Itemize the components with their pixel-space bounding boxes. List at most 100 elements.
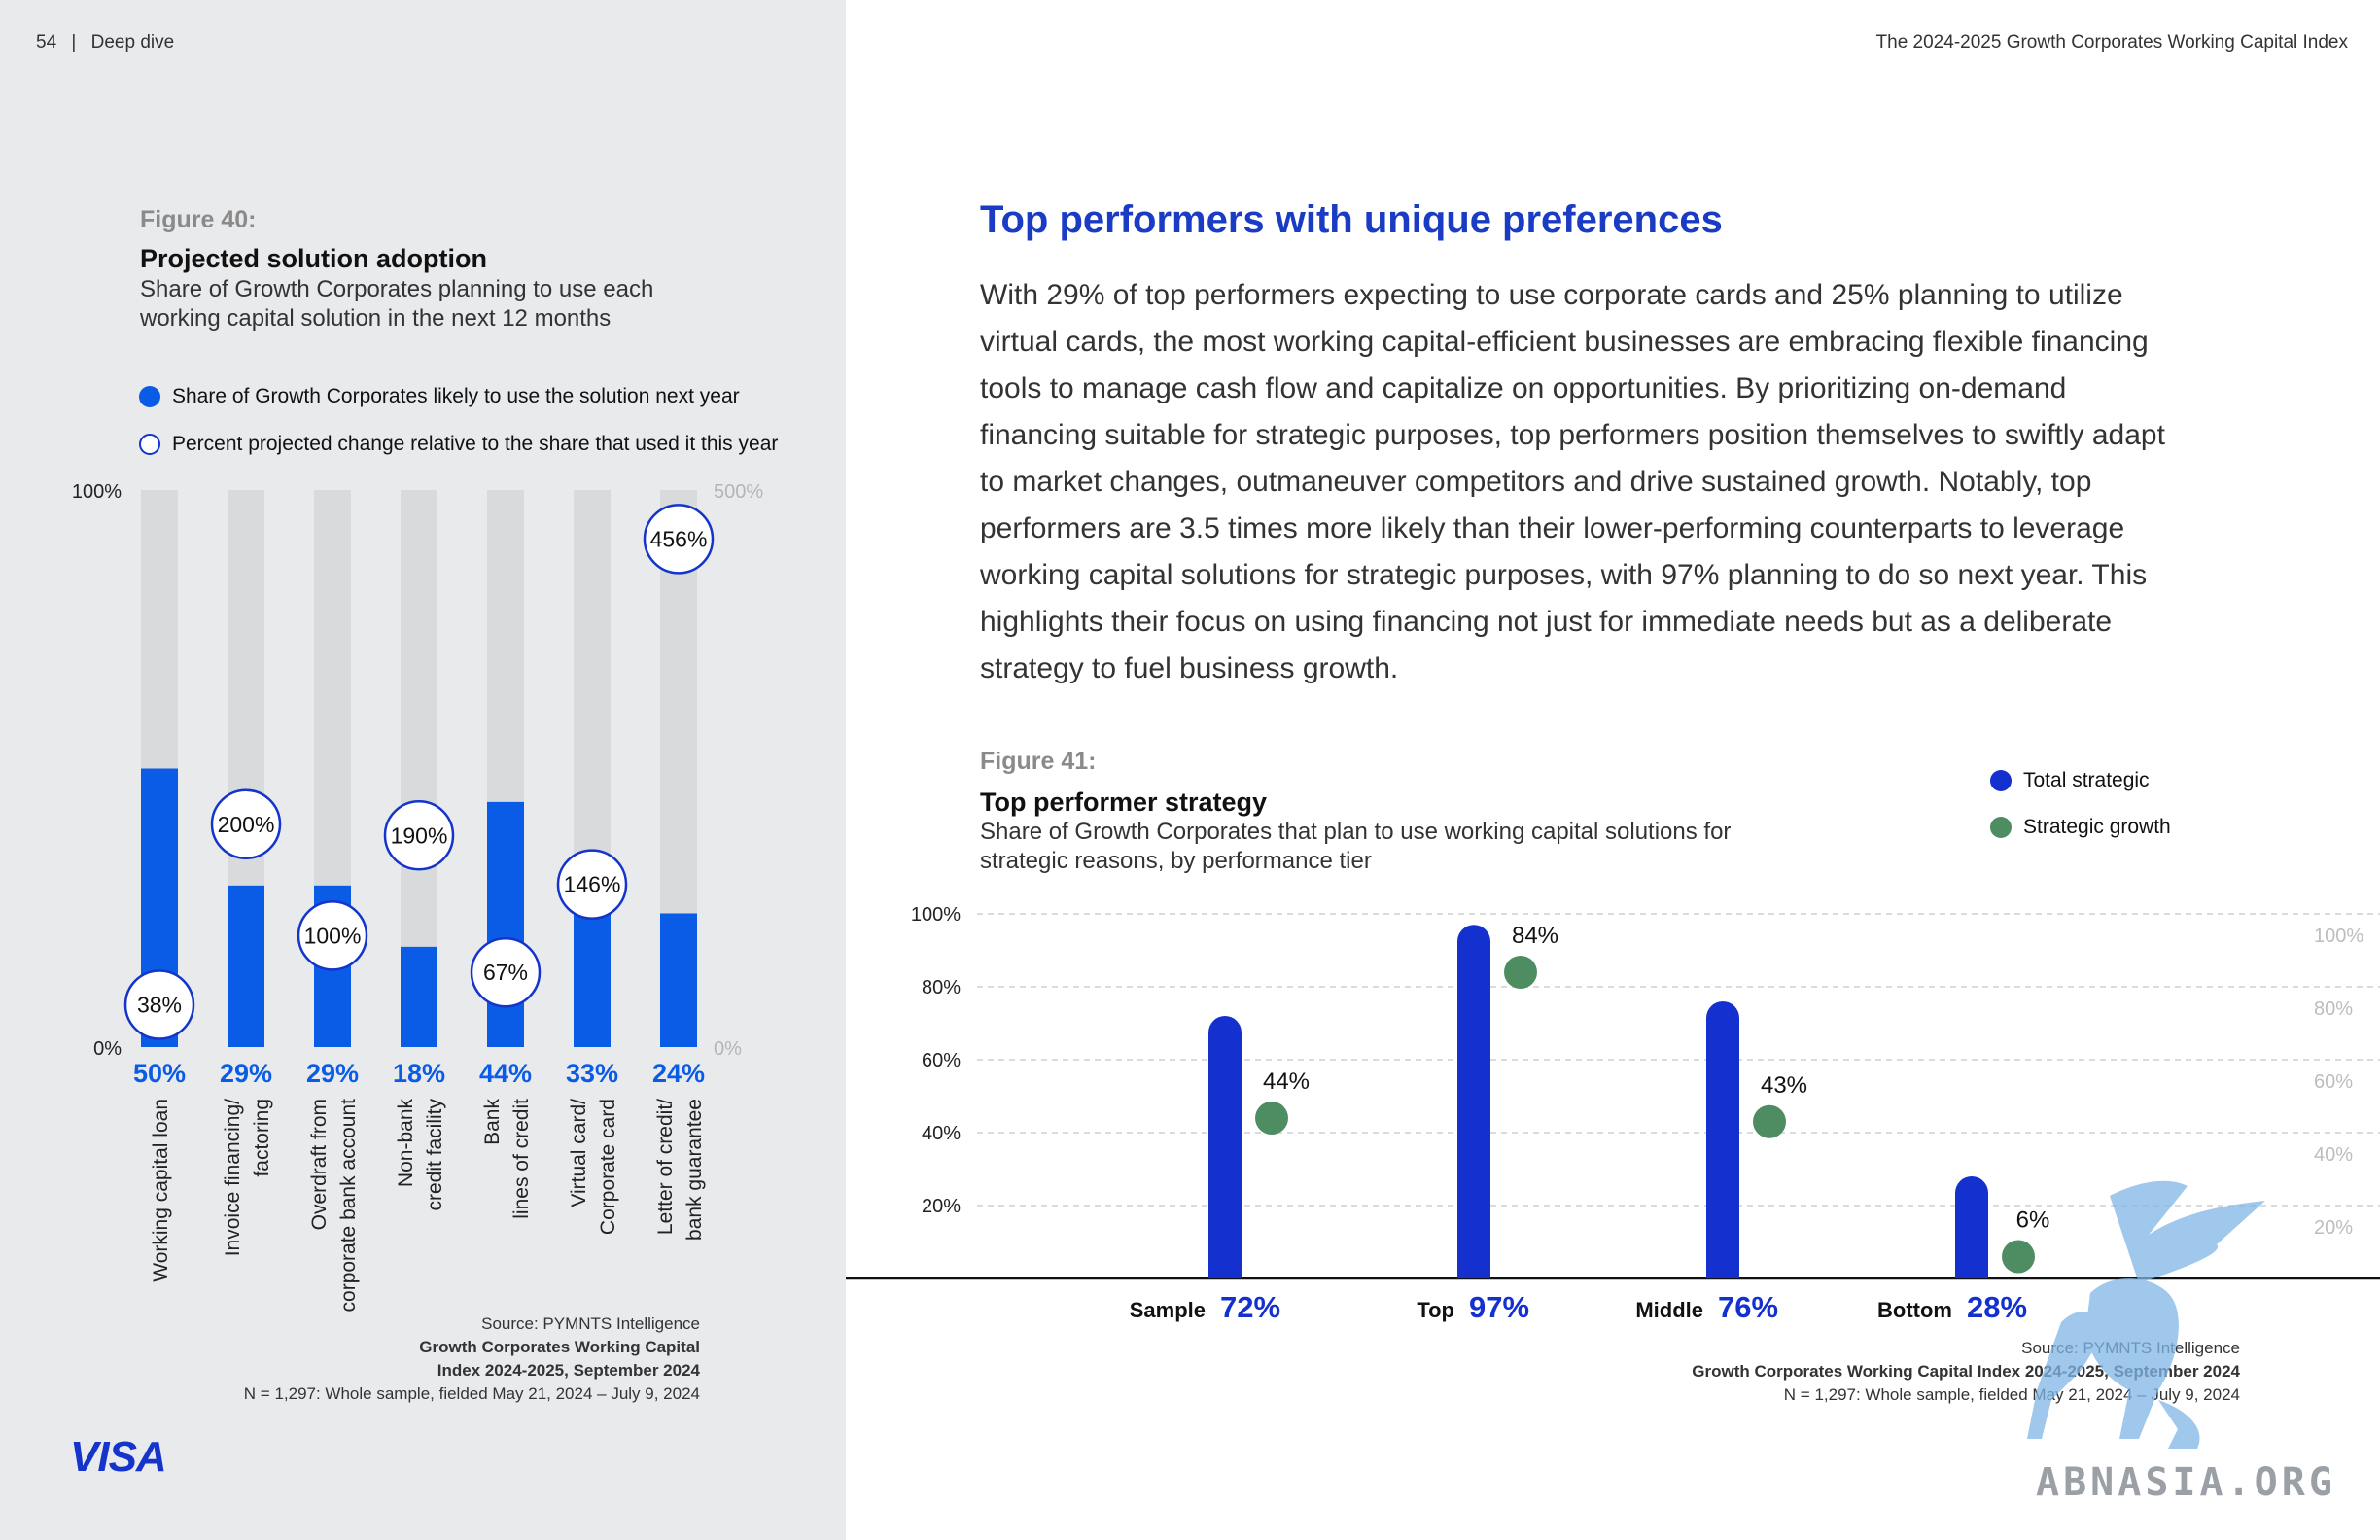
change-label: 100% xyxy=(304,923,362,948)
total-strategic-label: 97% xyxy=(1469,1290,1529,1322)
total-strategic-bar xyxy=(1208,1016,1242,1278)
value-label: 29% xyxy=(220,1059,272,1088)
strategic-growth-dot xyxy=(1753,1104,1786,1138)
figure41-title: Top performer strategy xyxy=(980,788,1268,817)
category-label: Sample xyxy=(1130,1298,1206,1322)
category-label: Working capital loan xyxy=(150,1099,172,1282)
value-label: 44% xyxy=(479,1059,532,1088)
figure40-subtitle-line2: working capital solution in the next 12 … xyxy=(140,305,612,332)
category-label: Non-bank xyxy=(395,1099,417,1188)
bar xyxy=(660,913,697,1047)
legend-item-total: Total strategic xyxy=(1990,769,2171,792)
y-left-tick-label: 40% xyxy=(922,1123,961,1144)
change-label: 67% xyxy=(483,960,528,985)
value-label: 29% xyxy=(306,1059,359,1088)
y-right-tick-label: 100% xyxy=(2314,926,2363,947)
figure40-legend: Share of Growth Corporates likely to use… xyxy=(139,385,778,456)
figure40-source: Source: PYMNTS Intelligence Growth Corpo… xyxy=(244,1312,700,1406)
bar xyxy=(228,885,264,1047)
change-label: 38% xyxy=(137,992,182,1017)
value-label: 50% xyxy=(133,1059,186,1088)
green-circle-icon xyxy=(1990,817,2012,838)
article-body-line: strategy to fuel business growth. xyxy=(980,652,1399,684)
value-label: 33% xyxy=(566,1059,618,1088)
section-name: Deep dive xyxy=(90,32,175,52)
change-label: 190% xyxy=(391,822,448,848)
legend-label-total: Total strategic xyxy=(2023,769,2150,791)
figure40-subtitle: Share of Growth Corporates planning to u… xyxy=(140,275,653,333)
legend-item-filled: Share of Growth Corporates likely to use… xyxy=(139,385,778,408)
total-strategic-label: 72% xyxy=(1220,1290,1280,1322)
document-title: The 2024-2025 Growth Corporates Working … xyxy=(1875,32,2348,52)
legend-label-growth: Strategic growth xyxy=(2023,816,2171,838)
page-number: 54 xyxy=(36,32,57,52)
strategic-growth-label: 43% xyxy=(1761,1072,1807,1099)
article-body-line: to market changes, outmaneuver competito… xyxy=(980,466,2092,498)
griffin-watermark-icon xyxy=(2027,1180,2265,1449)
change-label: 200% xyxy=(218,812,275,837)
change-bubble xyxy=(643,504,715,575)
y-right-tick-label: 60% xyxy=(2314,1071,2353,1093)
hollow-circle-icon xyxy=(139,434,160,455)
article-title: Top performers with unique preferences xyxy=(980,198,1723,241)
legend-label-hollow: Percent projected change relative to the… xyxy=(172,433,779,455)
y-left-tick-label: 20% xyxy=(922,1196,961,1217)
y-left-tick-label: 80% xyxy=(922,977,961,998)
y-right-tick-label: 20% xyxy=(2314,1217,2353,1239)
article-body-line: With 29% of top performers expecting to … xyxy=(980,279,2123,311)
category-label: bank guarantee xyxy=(683,1099,706,1241)
article-body-line: tools to manage cash flow and capitalize… xyxy=(980,372,2067,404)
total-strategic-bar xyxy=(1955,1176,1988,1278)
category-label: factoring xyxy=(251,1099,273,1177)
y-right-tick-label: 40% xyxy=(2314,1144,2353,1166)
category-label: Invoice financing/ xyxy=(222,1099,244,1256)
visa-logo: VISA xyxy=(70,1433,167,1481)
y-right-tick-label: 80% xyxy=(2314,998,2353,1020)
article-body-line: performers are 3.5 times more likely tha… xyxy=(980,512,2125,544)
bar xyxy=(401,946,438,1047)
figure41-chart: 20% 20% 40% 40% 60% 60% 80% 80% 100% 100% 44% Sampl… xyxy=(846,904,2380,1322)
figure40-source-line2: Growth Corporates Working Capital xyxy=(419,1338,700,1356)
strategic-growth-label: 44% xyxy=(1263,1068,1310,1095)
figure41-subtitle-line1: Share of Growth Corporates that plan to … xyxy=(980,819,1732,845)
figure40-title: Projected solution adoption xyxy=(140,244,487,273)
y-left-tick-label: 100% xyxy=(72,481,122,503)
y-left-tick-label: 0% xyxy=(93,1038,122,1060)
header-separator: | xyxy=(71,32,77,52)
page-header-left: 54 | Deep dive xyxy=(36,32,174,53)
change-bubble xyxy=(470,936,542,1008)
category-label: Overdraft from xyxy=(308,1099,331,1230)
category-label: Corporate card xyxy=(597,1099,619,1235)
total-strategic-label: 28% xyxy=(1967,1290,2027,1322)
figure40-subtitle-line1: Share of Growth Corporates planning to u… xyxy=(140,276,654,302)
change-bubble xyxy=(383,800,455,871)
category-label: Bottom xyxy=(1877,1298,1952,1322)
strategic-growth-dot xyxy=(1504,956,1537,989)
legend-label-filled: Share of Growth Corporates likely to use… xyxy=(172,385,740,407)
total-strategic-label: 76% xyxy=(1718,1290,1778,1322)
category-label: Virtual card/ xyxy=(568,1099,590,1208)
change-bubble xyxy=(297,900,368,971)
strategic-growth-dot xyxy=(1255,1102,1288,1135)
article-body-line: financing suitable for strategic purpose… xyxy=(980,419,2165,451)
y-right-tick-label: 0% xyxy=(714,1038,742,1060)
change-label: 146% xyxy=(564,872,621,897)
legend-item-hollow: Percent projected change relative to the… xyxy=(139,433,778,456)
total-strategic-bar xyxy=(1706,1001,1739,1278)
category-label: lines of credit xyxy=(510,1099,533,1219)
y-right-tick-label: 500% xyxy=(714,481,763,503)
figure40-source-line3: Index 2024-2025, September 2024 xyxy=(437,1361,700,1380)
category-label: Bank xyxy=(481,1099,504,1145)
legend-item-growth: Strategic growth xyxy=(1990,816,2171,839)
figure40-chart: 100% 0% 500% 0% 38% 50% Working capital loan 20… xyxy=(72,481,764,1312)
figure41-legend: Total strategic Strategic growth xyxy=(1990,769,2171,839)
change-label: 456% xyxy=(650,526,708,551)
figure41-label: Figure 41: xyxy=(980,748,1097,775)
figure41-subtitle: Share of Growth Corporates that plan to … xyxy=(980,818,1731,876)
figure41-subtitle-line2: strategic reasons, by performance tier xyxy=(980,848,1372,874)
value-label: 18% xyxy=(393,1059,445,1088)
figure41-source-line3: N = 1,297: Whole sample, fielded May 21,… xyxy=(1783,1385,2240,1404)
strategic-growth-dot xyxy=(2002,1240,2035,1274)
article-body-line: virtual cards, the most working capital-… xyxy=(980,326,2149,358)
article-body-line: highlights their focus on using financin… xyxy=(980,606,2113,638)
